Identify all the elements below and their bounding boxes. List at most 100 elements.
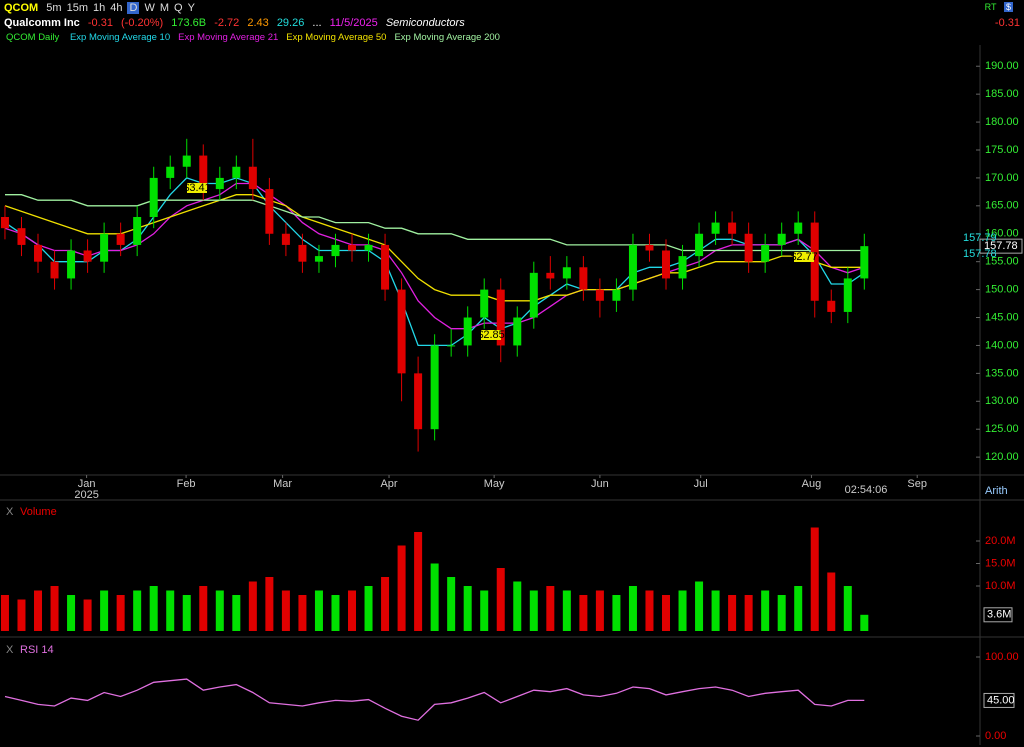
tag[interactable]: $ [1003,2,1013,12]
market-cap: 173.6B [171,17,207,29]
y-tick-label: 190.00 [985,60,1019,72]
y-tick-label: 150.00 [985,284,1019,296]
volume-bar [281,590,290,631]
timeframe[interactable]: 5m [46,2,62,14]
y-tick-label: 100.00 [985,651,1019,663]
pane-close[interactable]: X [6,644,14,656]
candle-body [166,166,175,178]
volume-bar [199,586,208,631]
y-tick-label: 130.00 [985,395,1019,407]
candle-body [67,250,76,279]
volume-bar [827,572,836,631]
volume-bar [529,590,538,631]
candle-body [116,233,125,245]
y-tick-label: 185.00 [985,88,1019,100]
industry: Semiconductors [385,17,465,29]
pane-title: Volume [20,506,57,518]
candle-body [728,222,737,234]
timeframe[interactable]: 4h [110,2,123,14]
volume-bar [298,595,307,631]
timeframe[interactable]: 1h [92,2,106,14]
candle-body [562,267,571,279]
tag[interactable]: RT [984,2,997,12]
timeframe[interactable]: Y [187,2,195,14]
volume-bar [612,595,621,631]
last-volume-box [983,607,1013,623]
timeframe[interactable]: M [159,2,169,14]
more[interactable]: ... [312,17,322,29]
header-row: QCOM 5m 15m 1h 4h D W M Q Y [4,2,205,14]
candle-body [662,250,671,279]
candle-body [298,244,307,262]
candle-body [546,272,555,279]
candle-body [579,267,588,290]
volume-bar [166,590,175,631]
candle-body [761,244,770,262]
candle-body [381,244,390,290]
legend-entry[interactable]: Exp Moving Average 200 [394,32,500,43]
volume-bar [744,595,753,631]
timeframe[interactable]: D [127,2,140,14]
timeframe[interactable]: 15m [66,2,88,14]
x-tick-label: Mar [273,478,292,490]
dividend-tag [481,330,501,340]
timeframe[interactable]: Q [174,2,183,14]
y-tick-label: 180.00 [985,116,1019,128]
volume-bar [628,586,637,631]
symbol[interactable]: QCOM [4,2,39,14]
volume-bar [50,586,59,631]
dividend-label: $2.85 [477,329,505,341]
candle-body [645,244,654,251]
volume-bar [182,595,191,631]
toolbar: QCOM 5m 15m 1h 4h D W M Q Y Qualcomm Inc -0.31 (… [0,0,1024,30]
candle-body [348,244,357,251]
y-tick-label: 120.00 [985,451,1019,463]
x-tick-label: Feb [177,478,196,490]
volume-bar [314,590,323,631]
candle-body [100,233,109,262]
legend-entry[interactable]: Exp Moving Average 10 [69,32,171,43]
y-tick-label: 20.0M [985,535,1016,547]
candle-body [744,233,753,262]
dividend-label: $2.77 [790,251,818,263]
y-tick-label: 175.00 [985,144,1019,156]
right-tags: RT $ [985,2,1018,12]
candle-body [281,233,290,245]
volume-bar [794,586,803,631]
y-tick-label: 165.00 [985,200,1019,212]
candle-body [397,289,406,374]
volume-bar [695,581,704,631]
candle-body [595,289,604,301]
legend-entry[interactable]: QCOM Daily [6,32,60,43]
volume-bar [67,595,76,631]
candle-body [711,222,720,234]
volume-bar [232,595,241,631]
y-tick-label: 170.00 [985,172,1019,184]
volume-bar [843,586,852,631]
x-tick-label: Sep [907,478,927,490]
candle-body [414,373,423,430]
legend-entry[interactable]: Exp Moving Average 21 [178,32,279,43]
candle-body [612,289,621,301]
candle-body [777,233,786,245]
y-tick-label: 10.0M [985,580,1016,592]
scale-label[interactable]: Arith [985,485,1008,497]
volume-bar [331,595,340,631]
dividend-label: $3.41 [183,182,211,194]
pane-close[interactable]: X [6,506,14,518]
volume-bar [562,590,571,631]
y-tick-label: 0.00 [985,730,1006,742]
candle-body [0,217,9,229]
volume-bar [17,599,26,631]
candle-body [810,222,819,301]
legend-entry[interactable]: Exp Moving Average 50 [286,32,387,43]
candle-body [843,278,852,312]
last-rsi-box [983,692,1015,708]
timeframe[interactable]: W [144,2,155,14]
candle-body [695,233,704,257]
date: 11/5/2025 [329,17,378,29]
y-tick-label: 135.00 [985,367,1019,379]
volume-bar [860,614,869,631]
candle-body [83,250,92,262]
